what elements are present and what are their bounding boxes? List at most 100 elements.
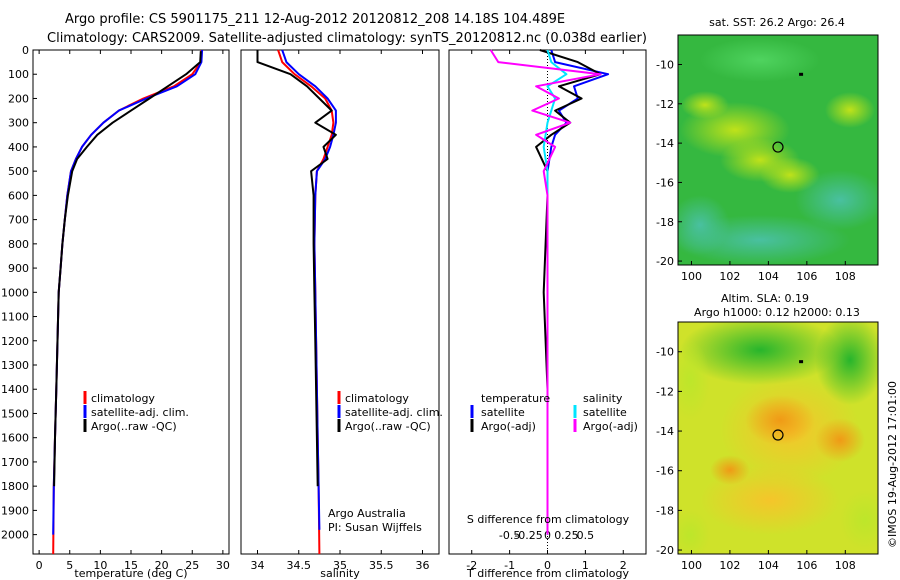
- salinity-xlabel: salinity: [320, 567, 360, 580]
- s-diff-tick-label: -0.25: [514, 529, 542, 542]
- series-line: [52, 49, 203, 555]
- s-diff-tick-label: 0: [544, 529, 551, 542]
- annotation-pi: PI: Susan Wijffels: [328, 521, 422, 534]
- x-tick-label: 20: [155, 559, 169, 572]
- difference-top-label: S difference from climatology: [467, 513, 630, 526]
- x-tick-label: 2: [620, 559, 627, 572]
- lat-tick-label: -20: [656, 544, 674, 557]
- lat-tick-label: -14: [656, 425, 674, 438]
- lat-tick-label: -16: [656, 465, 674, 478]
- lon-tick-label: 106: [796, 559, 817, 572]
- depth-tick-label: 0: [22, 44, 29, 57]
- sla-map-title-2: Argo h1000: 0.12 h2000: 0.13: [694, 306, 860, 319]
- depth-tick-label: 300: [8, 117, 29, 130]
- depth-ticks: 0 100 200 300 400 500 600 700 800 900 1000 1100 1200…: [1, 44, 37, 542]
- depth-tick-label: 400: [8, 141, 29, 154]
- legend-sal-argo-label: Argo(-adj): [583, 420, 638, 433]
- temperature-xlabel: temperature (deg C): [74, 567, 187, 580]
- lat-tick-label: -12: [656, 385, 674, 398]
- depth-tick-label: 1600: [1, 432, 29, 445]
- imos-side-label: ©IMOS 19-Aug-2012 17:01:00: [886, 381, 899, 548]
- s-diff-tick-label: 0.5: [577, 529, 595, 542]
- sst-map-panel: sat. SST: 26.2 Argo: 26.4 100 102 104 106 10…: [656, 16, 879, 283]
- legend-climatology-label: climatology: [91, 392, 155, 405]
- depth-tick-label: 1900: [1, 504, 29, 517]
- lon-tick-label: 104: [758, 270, 779, 283]
- lon-tick-label: 102: [719, 270, 740, 283]
- lon-tick-label: 102: [719, 559, 740, 572]
- series-line: [281, 49, 337, 530]
- depth-tick-label: 1300: [1, 359, 29, 372]
- x-tick-label: 1: [582, 559, 589, 572]
- difference-xlabel: T difference from climatology: [466, 567, 629, 580]
- x-tick-label: 0: [544, 559, 551, 572]
- series-line: [53, 51, 202, 487]
- salinity-lines: [256, 49, 337, 555]
- legend-temp-satellite-label: satellite: [481, 406, 525, 419]
- legend-satellite-label: satellite-adj. clim.: [345, 406, 443, 419]
- x-tick-label: 10: [93, 559, 107, 572]
- sla-map-title-1: Altim. SLA: 0.19: [721, 292, 809, 305]
- x-tick-label: 34.5: [287, 559, 312, 572]
- lon-tick-label: 100: [681, 270, 702, 283]
- x-tick-label: -2: [466, 559, 477, 572]
- float-marker: [799, 72, 804, 76]
- lat-tick-label: -12: [656, 98, 674, 111]
- depth-tick-label: 1500: [1, 407, 29, 420]
- temperature-legend: climatology satellite-adj. clim. Argo(..…: [83, 391, 189, 433]
- x-tick-label: 30: [216, 559, 230, 572]
- x-tick-label: 35: [333, 559, 347, 572]
- depth-tick-label: 1400: [1, 383, 29, 396]
- lon-tick-label: 104: [758, 559, 779, 572]
- sla-map-marks: [772, 360, 804, 441]
- depth-tick-label: 1100: [1, 311, 29, 324]
- lat-tick-label: -14: [656, 137, 674, 150]
- lon-tick-label: 108: [835, 559, 856, 572]
- s-diff-tick-label: 0.25: [554, 529, 579, 542]
- sst-map-marks: [772, 72, 804, 153]
- difference-legend: temperature salinity satellite Argo(-adj…: [470, 392, 638, 433]
- x-tick-label: 35.5: [369, 559, 394, 572]
- lon-tick-label: 106: [796, 270, 817, 283]
- sst-map-title: sat. SST: 26.2 Argo: 26.4: [709, 16, 845, 29]
- x-tick-label: 36: [416, 559, 430, 572]
- s-diff-tick-label: -0.5: [499, 529, 520, 542]
- depth-tick-label: 1000: [1, 286, 29, 299]
- x-tick-label: -1: [504, 559, 515, 572]
- lon-tick-label: 108: [835, 270, 856, 283]
- sst-heatmap: [678, 35, 878, 265]
- legend-sal-satellite-label: satellite: [583, 406, 627, 419]
- x-tick-label: 25: [185, 559, 199, 572]
- depth-tick-label: 1800: [1, 480, 29, 493]
- argo-position-marker: [772, 141, 784, 153]
- salinity-legend: climatology satellite-adj. clim. Argo(..…: [337, 391, 443, 433]
- salinity-axes-box: [240, 49, 440, 555]
- x-tick-label: 5: [66, 559, 73, 572]
- depth-tick-label: 1700: [1, 456, 29, 469]
- lat-tick-label: -18: [656, 216, 674, 229]
- temperature-panel: 0100200300400500600700800900100011001200…: [1, 44, 230, 580]
- sla-heatmap: [678, 322, 878, 554]
- legend-title-salinity: salinity: [583, 392, 623, 405]
- depth-tick-label: 800: [8, 238, 29, 251]
- series-line: [546, 49, 610, 535]
- depth-tick-label: 2000: [1, 529, 29, 542]
- temperature-ticks: 0 5 10 15 20 25 30: [36, 50, 230, 572]
- depth-tick-label: 900: [8, 262, 29, 275]
- legend-title-temperature: temperature: [481, 392, 550, 405]
- depth-tick-label: 100: [8, 68, 29, 81]
- depth-tick-label: 200: [8, 92, 29, 105]
- legend-temp-argo-label: Argo(-adj): [481, 420, 536, 433]
- sla-map-frame: [677, 321, 879, 555]
- legend-satellite-label: satellite-adj. clim.: [91, 406, 189, 419]
- difference-panel: -2 -1 0 1 2 -0.5-0.25 0 0.250.5 S difference f…: [448, 49, 647, 580]
- lat-tick-label: -10: [656, 58, 674, 71]
- temperature-axes-box: [32, 49, 230, 555]
- difference-lines: [489, 49, 610, 535]
- x-tick-label: 15: [124, 559, 138, 572]
- x-tick-label: 0: [36, 559, 43, 572]
- sla-map-ticks: 100 102 104 106 108 -10 -12 -14 -16 -18 -20: [656, 346, 856, 572]
- series-line: [277, 49, 335, 555]
- header-line-2: Climatology: CARS2009. Satellite-adjuste…: [47, 31, 647, 46]
